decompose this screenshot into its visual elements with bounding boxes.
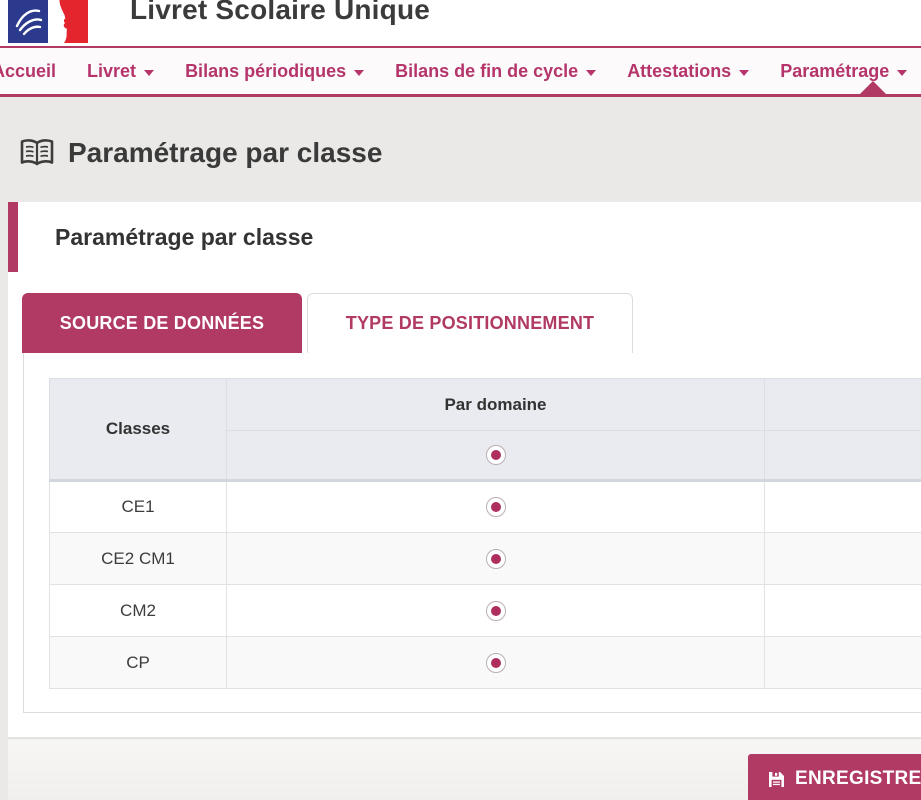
app-header: Livret Scolaire Unique bbox=[0, 0, 921, 46]
select-all-cell bbox=[226, 430, 765, 481]
nav-items: Accueil Livret Bilans périodiques Bilans… bbox=[0, 48, 921, 94]
radio-dot bbox=[490, 657, 501, 668]
cutoff-select-all-cell bbox=[764, 430, 921, 481]
tab-bar: SOURCE DE DONNÉES TYPE DE POSITIONNEMENT bbox=[22, 293, 633, 353]
cutoff-cell bbox=[764, 532, 921, 585]
card-accent-bar bbox=[8, 202, 18, 272]
par-domaine-cell bbox=[226, 532, 765, 585]
class-name-cell: CE1 bbox=[49, 480, 227, 533]
chevron-down-icon bbox=[739, 69, 750, 76]
par-domaine-radio[interactable] bbox=[485, 652, 506, 673]
cutoff-column-header bbox=[764, 378, 921, 431]
nav-item-bilans-de-fin-de-cycle[interactable]: Bilans de fin de cycle bbox=[395, 61, 597, 82]
app-title: Livret Scolaire Unique bbox=[130, 0, 431, 25]
cutoff-cell bbox=[764, 636, 921, 689]
par-domaine-radio[interactable] bbox=[485, 548, 506, 569]
nav-item-param-trage[interactable]: Paramétrage bbox=[780, 61, 908, 82]
card-title: Paramétrage par classe bbox=[55, 223, 314, 250]
cutoff-cell bbox=[764, 584, 921, 637]
par-domaine-radio[interactable] bbox=[485, 497, 506, 517]
chevron-down-icon bbox=[586, 69, 597, 76]
par-domaine-cell bbox=[226, 636, 765, 689]
chevron-down-icon bbox=[144, 69, 155, 76]
floppy-disk-icon bbox=[769, 771, 784, 787]
class-name-cell: CP bbox=[49, 636, 227, 689]
tab-content-panel: Classes Par domaine CE1 bbox=[23, 353, 921, 713]
tab-type-de-positionnement[interactable]: TYPE DE POSITIONNEMENT bbox=[307, 293, 633, 353]
table-header: Classes Par domaine bbox=[49, 378, 921, 481]
table-row: CP bbox=[49, 636, 921, 689]
active-menu-caret-icon bbox=[860, 81, 886, 94]
table-body: CE1 CE2 CM1 CM2 CP bbox=[49, 480, 921, 689]
nav-item-accueil[interactable]: Accueil bbox=[0, 60, 57, 81]
par-domaine-radio[interactable] bbox=[485, 600, 506, 621]
chevron-down-icon bbox=[354, 69, 365, 76]
page-title-band: Paramétrage par classe bbox=[0, 97, 921, 202]
main-navigation: Accueil Livret Bilans périodiques Bilans… bbox=[0, 46, 921, 97]
table-row: CM2 bbox=[49, 584, 921, 637]
settings-card: Paramétrage par classe SOURCE DE DONNÉES… bbox=[8, 202, 921, 737]
actions-footer: ENREGISTRER bbox=[8, 738, 921, 800]
save-button-label: ENREGISTRER bbox=[795, 768, 921, 789]
classes-column-header: Classes bbox=[49, 378, 227, 481]
class-name-cell: CE2 CM1 bbox=[49, 532, 227, 585]
positionnement-table: Classes Par domaine CE1 bbox=[49, 378, 921, 689]
par-domaine-cell bbox=[226, 480, 765, 533]
radio-dot bbox=[490, 605, 501, 616]
save-button[interactable]: ENREGISTRER bbox=[748, 754, 921, 800]
radio-dot bbox=[490, 450, 501, 460]
french-republic-logo-icon bbox=[8, 0, 88, 43]
radio-dot bbox=[490, 502, 501, 512]
page-title: Paramétrage par classe bbox=[68, 137, 383, 168]
class-name-cell: CM2 bbox=[49, 584, 227, 637]
open-book-icon bbox=[20, 139, 54, 166]
table-row: CE2 CM1 bbox=[49, 532, 921, 585]
par-domaine-cell bbox=[226, 584, 765, 637]
cutoff-cell bbox=[764, 480, 921, 533]
tab-source-de-donnees[interactable]: SOURCE DE DONNÉES bbox=[22, 293, 302, 353]
nav-item-attestations[interactable]: Attestations bbox=[627, 61, 750, 82]
par-domaine-column-header: Par domaine bbox=[226, 378, 765, 431]
chevron-down-icon bbox=[897, 69, 908, 76]
nav-item-bilans-p-riodiques[interactable]: Bilans périodiques bbox=[185, 61, 365, 82]
radio-dot bbox=[490, 553, 501, 564]
table-row: CE1 bbox=[49, 480, 921, 533]
nav-item-livret[interactable]: Livret bbox=[87, 61, 155, 82]
par-domaine-select-all-radio[interactable] bbox=[485, 445, 506, 465]
